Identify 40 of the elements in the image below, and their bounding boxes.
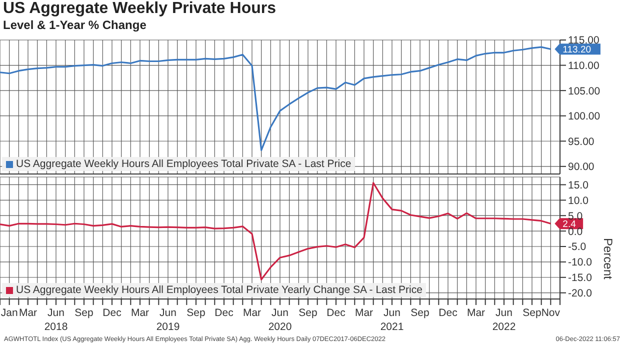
x-tick-label: Nov: [541, 307, 561, 319]
x-tick-label: Jan: [0, 307, 18, 319]
line-series: [0, 46, 552, 152]
x-tick-label: Jun 2021: [380, 307, 404, 333]
y-axis-title: Percent: [600, 238, 615, 280]
x-tick-label: Sep: [186, 307, 206, 319]
chart-title: US Aggregate Weekly Private Hours: [3, 0, 277, 18]
chart-subtitle: Level & 1-Year % Change: [3, 18, 148, 33]
x-tick-label: Jun 2019: [156, 307, 180, 333]
x-tick-label: Mar: [18, 307, 38, 319]
x-tick-label: Mar: [354, 307, 374, 319]
x-tick-label: Sep: [522, 307, 542, 319]
y-tick-label: -15.0: [568, 272, 592, 284]
y-tick-label: 10.0: [568, 194, 589, 207]
x-tick-label: Dec: [438, 307, 458, 319]
y-tick-label: 110.00: [568, 60, 600, 72]
y-tick-label: 100.00: [568, 110, 600, 123]
y-tick-label: 90.00: [568, 161, 594, 174]
x-tick-label: Mar: [466, 307, 486, 319]
annotation: 113.20: [562, 44, 592, 56]
x-tick-label: Sep: [410, 307, 430, 319]
x-tick-label: Mar: [242, 307, 262, 319]
line-series: [0, 182, 552, 280]
x-tick-label: Dec: [102, 307, 122, 319]
y-tick-label: 95.00: [568, 136, 594, 148]
x-tick-label: Dec: [326, 307, 346, 319]
x-tick-label: Jun 2020: [268, 307, 292, 333]
y-tick-label: 15.0: [568, 179, 589, 192]
x-tick-label: Sep: [298, 307, 318, 319]
x-tick-label: Sep: [74, 307, 94, 319]
legend-label: US Aggregate Weekly Hours All Employees Total Private SA - Last Price: [16, 158, 352, 170]
legend-label: US Aggregate Weekly Hours All Employees Total Private Yearly Change SA - Last Price: [16, 284, 422, 296]
y-tick-label: -10.0: [568, 256, 592, 269]
x-tick-label: Jun 2022: [492, 307, 516, 333]
y-tick-label: 105.00: [568, 85, 600, 98]
x-tick-label: Mar: [130, 307, 150, 319]
y-tick-label: -5.0: [568, 241, 586, 254]
y-tick-label: -20.0: [568, 288, 592, 300]
x-tick-label: Jun 2018: [44, 307, 68, 333]
x-tick-label: Dec: [214, 307, 234, 319]
